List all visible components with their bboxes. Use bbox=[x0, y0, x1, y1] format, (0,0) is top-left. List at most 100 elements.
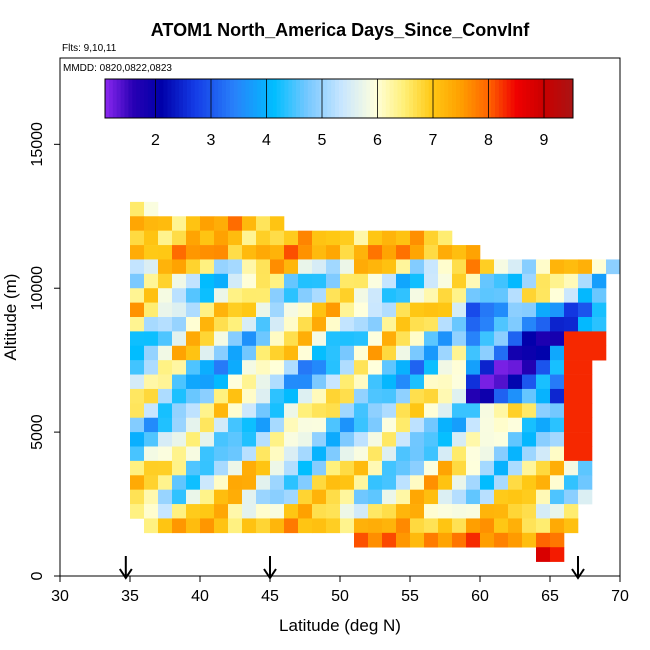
heatmap-cell bbox=[172, 317, 187, 332]
heatmap-cell bbox=[130, 230, 145, 246]
heatmap-cell bbox=[172, 432, 187, 447]
heatmap-cell bbox=[144, 518, 159, 534]
heatmap-cell bbox=[508, 388, 523, 404]
heatmap-cell bbox=[312, 273, 327, 289]
heatmap-cell bbox=[368, 432, 383, 447]
colorbar-swatch bbox=[132, 79, 137, 118]
heatmap-cell bbox=[298, 360, 313, 375]
heatmap-cell bbox=[214, 518, 229, 534]
heatmap-cell bbox=[158, 230, 173, 246]
heatmap-cell bbox=[354, 245, 369, 260]
heatmap-cell bbox=[522, 475, 537, 490]
heatmap-cell bbox=[284, 288, 299, 303]
heatmap-cell bbox=[480, 345, 495, 361]
heatmap-cell bbox=[270, 345, 285, 361]
heatmap-cell bbox=[130, 432, 145, 447]
heatmap-cell bbox=[382, 388, 397, 404]
heatmap-cell bbox=[466, 317, 481, 332]
heatmap-cell bbox=[312, 518, 327, 534]
heatmap-cell bbox=[228, 216, 243, 231]
colorbar-swatch bbox=[116, 79, 121, 118]
heatmap-cell bbox=[144, 432, 159, 447]
heatmap-cell bbox=[438, 245, 453, 260]
heatmap-cell bbox=[172, 273, 187, 289]
heatmap-cell bbox=[340, 432, 355, 447]
heatmap-cell bbox=[480, 460, 495, 476]
colorbar-swatch bbox=[327, 79, 332, 118]
heatmap-cell bbox=[438, 360, 453, 375]
heatmap-cell bbox=[158, 446, 173, 462]
heatmap-cell bbox=[186, 273, 201, 289]
heatmap-cell bbox=[564, 504, 579, 519]
heatmap-cell bbox=[186, 360, 201, 375]
heatmap-cell bbox=[130, 201, 145, 217]
heatmap-cell bbox=[130, 273, 145, 289]
colorbar-swatch bbox=[245, 79, 250, 118]
colorbar-swatch bbox=[346, 79, 352, 118]
heatmap-cell bbox=[326, 345, 341, 361]
heatmap-cell bbox=[466, 475, 481, 490]
heatmap-cell bbox=[200, 460, 215, 476]
heatmap-cell bbox=[494, 475, 509, 490]
heatmap-cell bbox=[354, 360, 369, 375]
heatmap-cell bbox=[396, 388, 411, 404]
heatmap-cell bbox=[382, 374, 397, 390]
heatmap-cell bbox=[480, 432, 495, 447]
heatmap-cell bbox=[522, 417, 537, 433]
heatmap-cell bbox=[242, 374, 257, 390]
heatmap-cell bbox=[130, 460, 145, 476]
heatmap-cell bbox=[214, 403, 229, 419]
heatmap-cell bbox=[158, 460, 173, 476]
heatmap-cell bbox=[298, 388, 313, 404]
colorbar-swatch bbox=[190, 79, 196, 118]
heatmap-cell bbox=[354, 388, 369, 404]
heatmap-cell bbox=[438, 273, 453, 289]
heatmap-cell bbox=[172, 288, 187, 303]
heatmap-cell bbox=[256, 388, 271, 404]
heatmap-cell bbox=[550, 403, 565, 419]
heatmap-cell bbox=[368, 302, 383, 318]
colorbar-swatch bbox=[159, 79, 164, 118]
heatmap-cell bbox=[606, 259, 621, 275]
heatmap-cell bbox=[578, 360, 593, 375]
heatmap-cell bbox=[494, 374, 509, 390]
heatmap-cell bbox=[550, 475, 565, 490]
heatmap-cell bbox=[144, 475, 159, 490]
colorbar-swatch bbox=[495, 79, 500, 118]
heatmap-cell bbox=[340, 273, 355, 289]
heatmap-cell bbox=[368, 532, 383, 548]
heatmap-cell bbox=[326, 446, 341, 462]
heatmap-cell bbox=[172, 331, 187, 347]
heatmap-cell bbox=[438, 259, 453, 275]
heatmap-cell bbox=[312, 403, 327, 419]
heatmap-cell bbox=[424, 518, 439, 534]
heatmap-cell bbox=[242, 230, 257, 246]
heatmap-cell bbox=[508, 302, 523, 318]
heatmap-cell bbox=[578, 374, 593, 390]
heatmap-cell bbox=[550, 288, 565, 303]
heatmap-cell bbox=[312, 259, 327, 275]
heatmap-cell bbox=[284, 245, 299, 260]
heatmap-cell bbox=[354, 273, 369, 289]
heatmap-cell bbox=[494, 460, 509, 476]
colorbar-swatch bbox=[424, 79, 430, 118]
heatmap-cell bbox=[410, 432, 425, 447]
heatmap-cell bbox=[452, 432, 467, 447]
heatmap-cell bbox=[480, 446, 495, 462]
colorbar-tick-label: 5 bbox=[318, 132, 327, 149]
heatmap-cell bbox=[130, 360, 145, 375]
heatmap-cell bbox=[494, 532, 509, 548]
colorbar-swatch bbox=[397, 79, 402, 118]
heatmap-cell bbox=[368, 345, 383, 361]
heatmap-cell bbox=[578, 432, 593, 447]
heatmap-cell bbox=[340, 360, 355, 375]
heatmap-cell bbox=[354, 374, 369, 390]
heatmap-cell bbox=[410, 460, 425, 476]
heatmap-cell bbox=[228, 388, 243, 404]
x-axis: 30 35 40 45 50 55 60 65 70 bbox=[51, 576, 629, 605]
heatmap-cell bbox=[172, 504, 187, 519]
heatmap-cell bbox=[452, 489, 467, 505]
heatmap-cell bbox=[480, 403, 495, 419]
heatmap-cell bbox=[312, 475, 327, 490]
heatmap-cell bbox=[480, 532, 495, 548]
